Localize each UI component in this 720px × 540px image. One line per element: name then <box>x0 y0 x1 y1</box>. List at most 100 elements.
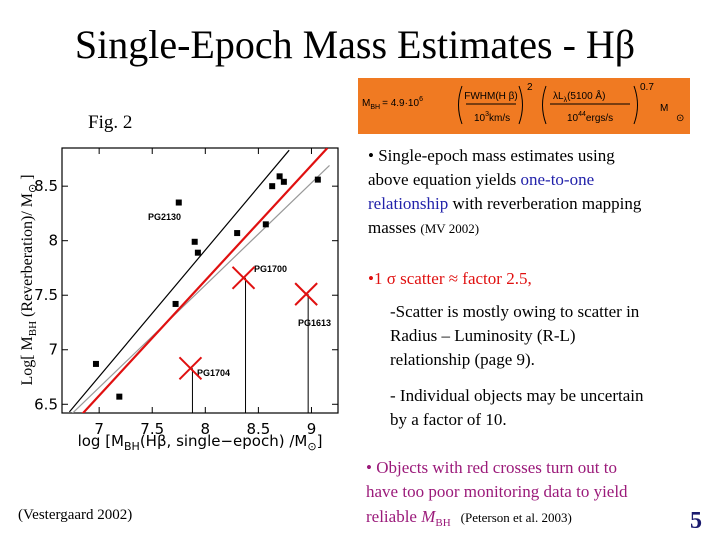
cross-stroke <box>294 282 318 306</box>
page-number: 5 <box>690 508 702 534</box>
note-part: M <box>420 507 436 526</box>
cross-stroke <box>231 266 256 290</box>
note-line: -Scatter is mostly owing to scatter in <box>390 302 640 321</box>
note-part: (MV 2002) <box>420 221 479 236</box>
square-marker <box>269 183 276 190</box>
plot-frame <box>61 147 339 414</box>
eq-part: ergs/s <box>586 113 613 124</box>
y-axis-label: Log[ MBH (Reverberation)/ M⊙ ] <box>19 174 39 385</box>
x-tick-label: 7.5 <box>140 420 164 438</box>
square-marker <box>116 393 123 400</box>
eq-m: MBH = 4.9·106 <box>362 96 423 111</box>
eq-part: 44 <box>578 111 586 118</box>
annotation: PG1613 <box>298 318 331 328</box>
eq-num2: λLλ(5100 Å) <box>553 89 605 104</box>
square-marker <box>234 230 241 237</box>
note-line: have too poor monitoring data to yield <box>366 482 628 501</box>
label-part: BH <box>124 440 140 453</box>
square-marker <box>194 249 201 256</box>
note-part: (Peterson et al. 2003) <box>461 510 572 525</box>
citation: (Vestergaard 2002) <box>18 507 132 523</box>
x-axis-label: log [MBH(Hβ, single−epoch) /M⊙] <box>78 432 323 453</box>
fit-line <box>71 165 330 413</box>
eq-part: ⊙ <box>676 113 684 124</box>
x-tick-label: 7 <box>94 420 104 438</box>
slide-title: Single-Epoch Mass Estimates - Hβ <box>75 22 635 67</box>
label-part: ⊙ <box>27 184 39 193</box>
note-part: with reverberation mapping <box>448 194 642 213</box>
note-line: Radius – Luminosity (R-L) <box>390 326 576 345</box>
eq-part: 10 <box>474 113 486 124</box>
eq-part: km/s <box>489 113 510 124</box>
eq-part: 10 <box>567 113 579 124</box>
note-line: - Individual objects may be uncertain <box>390 386 644 405</box>
note-part: above equation yields <box>368 170 521 189</box>
fit-line <box>68 149 290 413</box>
y-tick-label: 7.5 <box>34 286 58 304</box>
annotation: PG2130 <box>148 212 181 222</box>
note-line: • Single-epoch mass estimates using <box>368 146 615 165</box>
label-part: (Hβ, single−epoch) /M <box>140 432 308 450</box>
label-part: ] <box>19 174 36 183</box>
note-part: reliable <box>366 507 421 526</box>
note-part: masses <box>368 218 420 237</box>
note-line: reliable MBH (Peterson et al. 2003) <box>366 507 572 529</box>
square-marker <box>314 176 321 183</box>
note-line: by a factor of 10. <box>390 410 507 429</box>
eq-part: = 4.9·10 <box>382 98 419 109</box>
eq-part: 0.7 <box>640 82 654 93</box>
paren <box>518 85 523 125</box>
x-tick-label: 8 <box>201 420 211 438</box>
cross-marker <box>231 266 256 290</box>
label-part: Log[ M <box>19 336 36 385</box>
eq-part: 6 <box>419 96 423 103</box>
note-part: one-to-one <box>521 170 595 189</box>
figure-label: Fig. 2 <box>88 112 132 133</box>
eq-part: M <box>660 103 668 114</box>
square-marker <box>92 360 99 367</box>
note-line: •1 σ scatter ≈ factor 2.5, <box>368 269 532 288</box>
notes: • Single-epoch mass estimates using abov… <box>366 146 644 529</box>
eq-den2: 1044ergs/s <box>567 111 613 124</box>
y-tick-label: 8 <box>48 232 58 250</box>
eq-part: λ <box>564 97 568 104</box>
paren <box>542 85 547 125</box>
label-part: (Reverberation)/ M <box>19 193 36 321</box>
note-part: relationship <box>368 194 448 213</box>
square-marker <box>276 173 283 180</box>
y-tick-label: 7 <box>48 341 58 359</box>
note-line: relationship (page 9). <box>390 350 535 369</box>
square-marker <box>262 221 269 228</box>
eq-part: FWHM(H β) <box>464 91 518 102</box>
paren <box>458 85 463 125</box>
note-line: • Objects with red crosses turn out to <box>366 458 617 477</box>
annotation: PG1700 <box>254 264 287 274</box>
eq-part: 3 <box>485 111 489 118</box>
eq-part: λL <box>553 91 564 102</box>
fit-line <box>81 148 329 413</box>
paren <box>633 85 638 125</box>
annotation: PG1704 <box>197 368 230 378</box>
note-part: BH <box>435 517 450 529</box>
square-marker <box>175 199 182 206</box>
cross-marker <box>294 282 318 306</box>
plot: 7 7.5 8 8.5 9 6.5 7 7.5 8 8.5 <box>34 147 339 438</box>
cross-marker <box>178 356 203 380</box>
square-marker <box>191 238 198 245</box>
square-marker <box>172 300 179 307</box>
note-line: relationship with reverberation mapping <box>368 194 642 213</box>
label-part: BH <box>27 321 39 336</box>
eq-part: BH <box>370 104 380 111</box>
cross-stroke <box>178 356 203 380</box>
label-part: ] <box>317 432 323 450</box>
eq-part: M <box>362 98 370 109</box>
eq-part: (5100 Å) <box>567 89 605 102</box>
label-part: log [M <box>78 432 124 450</box>
x-tick-label: 9 <box>307 420 317 438</box>
label-part: ⊙ <box>307 440 316 453</box>
y-tick-label: 6.5 <box>34 395 58 413</box>
eq-den1: 103km/s <box>474 111 510 124</box>
eq-part: 2 <box>527 82 533 93</box>
equation-box: MBH = 4.9·106 FWHM(H β) 103km/s 2 λLλ(510… <box>358 78 690 134</box>
